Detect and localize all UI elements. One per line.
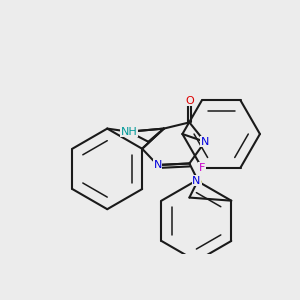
Text: F: F	[199, 163, 205, 172]
Text: O: O	[185, 96, 194, 106]
Text: N: N	[153, 160, 162, 170]
Text: N: N	[192, 176, 201, 185]
Text: NH: NH	[121, 127, 137, 137]
Text: N: N	[201, 137, 209, 147]
Text: S: S	[194, 176, 202, 185]
